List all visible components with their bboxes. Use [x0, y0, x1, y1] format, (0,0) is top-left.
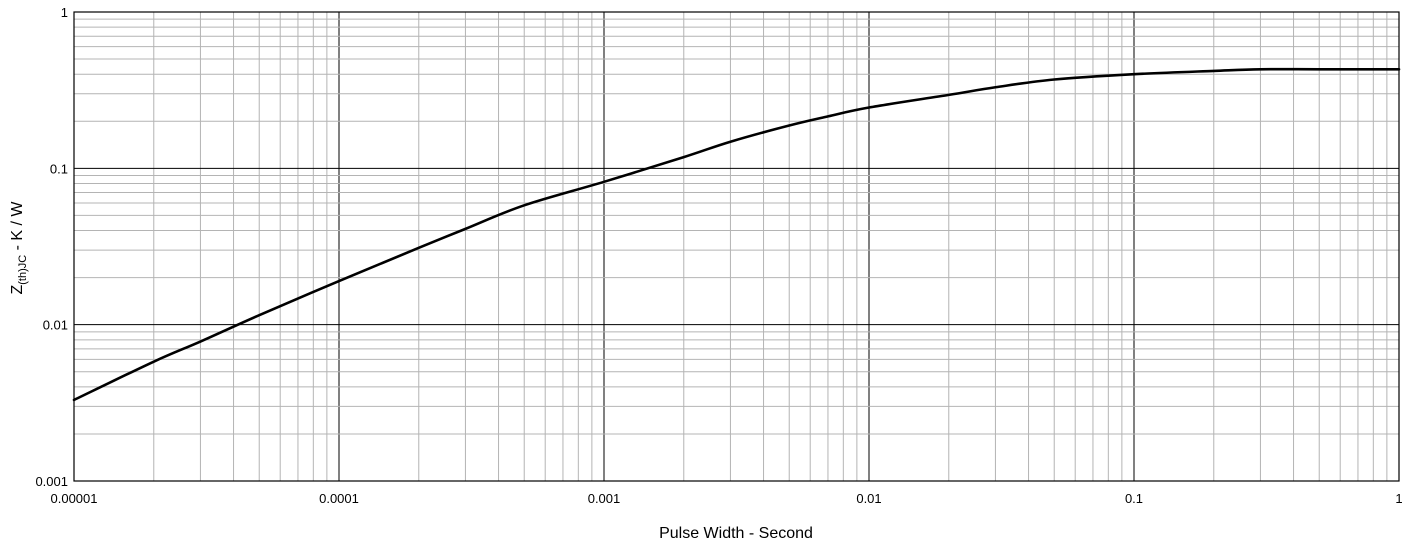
x-tick-label: 0.0001 — [319, 491, 359, 506]
y-axis-label: Z(th)JC - K / W — [9, 201, 29, 295]
x-tick-label: 0.001 — [588, 491, 621, 506]
x-tick-label: 1 — [1395, 491, 1402, 506]
y-tick-label: 0.001 — [35, 474, 68, 489]
x-tick-label: 0.01 — [856, 491, 881, 506]
y-axis-label-main: Z — [9, 285, 26, 295]
x-axis-label: Pulse Width - Second — [659, 525, 813, 542]
y-tick-label: 0.1 — [50, 161, 68, 176]
y-axis-label-sub: (th)JC — [17, 255, 29, 285]
x-tick-label: 0.00001 — [51, 491, 98, 506]
series-line — [72, 67, 1401, 402]
y-tick-labels: 0.001 0.01 0.1 1 — [35, 5, 68, 489]
plot-frame — [73, 11, 1400, 482]
grid — [74, 12, 1399, 481]
x-tick-labels: 0.00001 0.0001 0.001 0.01 0.1 1 — [51, 491, 1403, 506]
y-tick-label: 1 — [61, 5, 68, 20]
y-axis-label-tail: - K / W — [9, 201, 26, 255]
y-tick-label: 0.01 — [43, 318, 68, 333]
x-tick-label: 0.1 — [1125, 491, 1143, 506]
